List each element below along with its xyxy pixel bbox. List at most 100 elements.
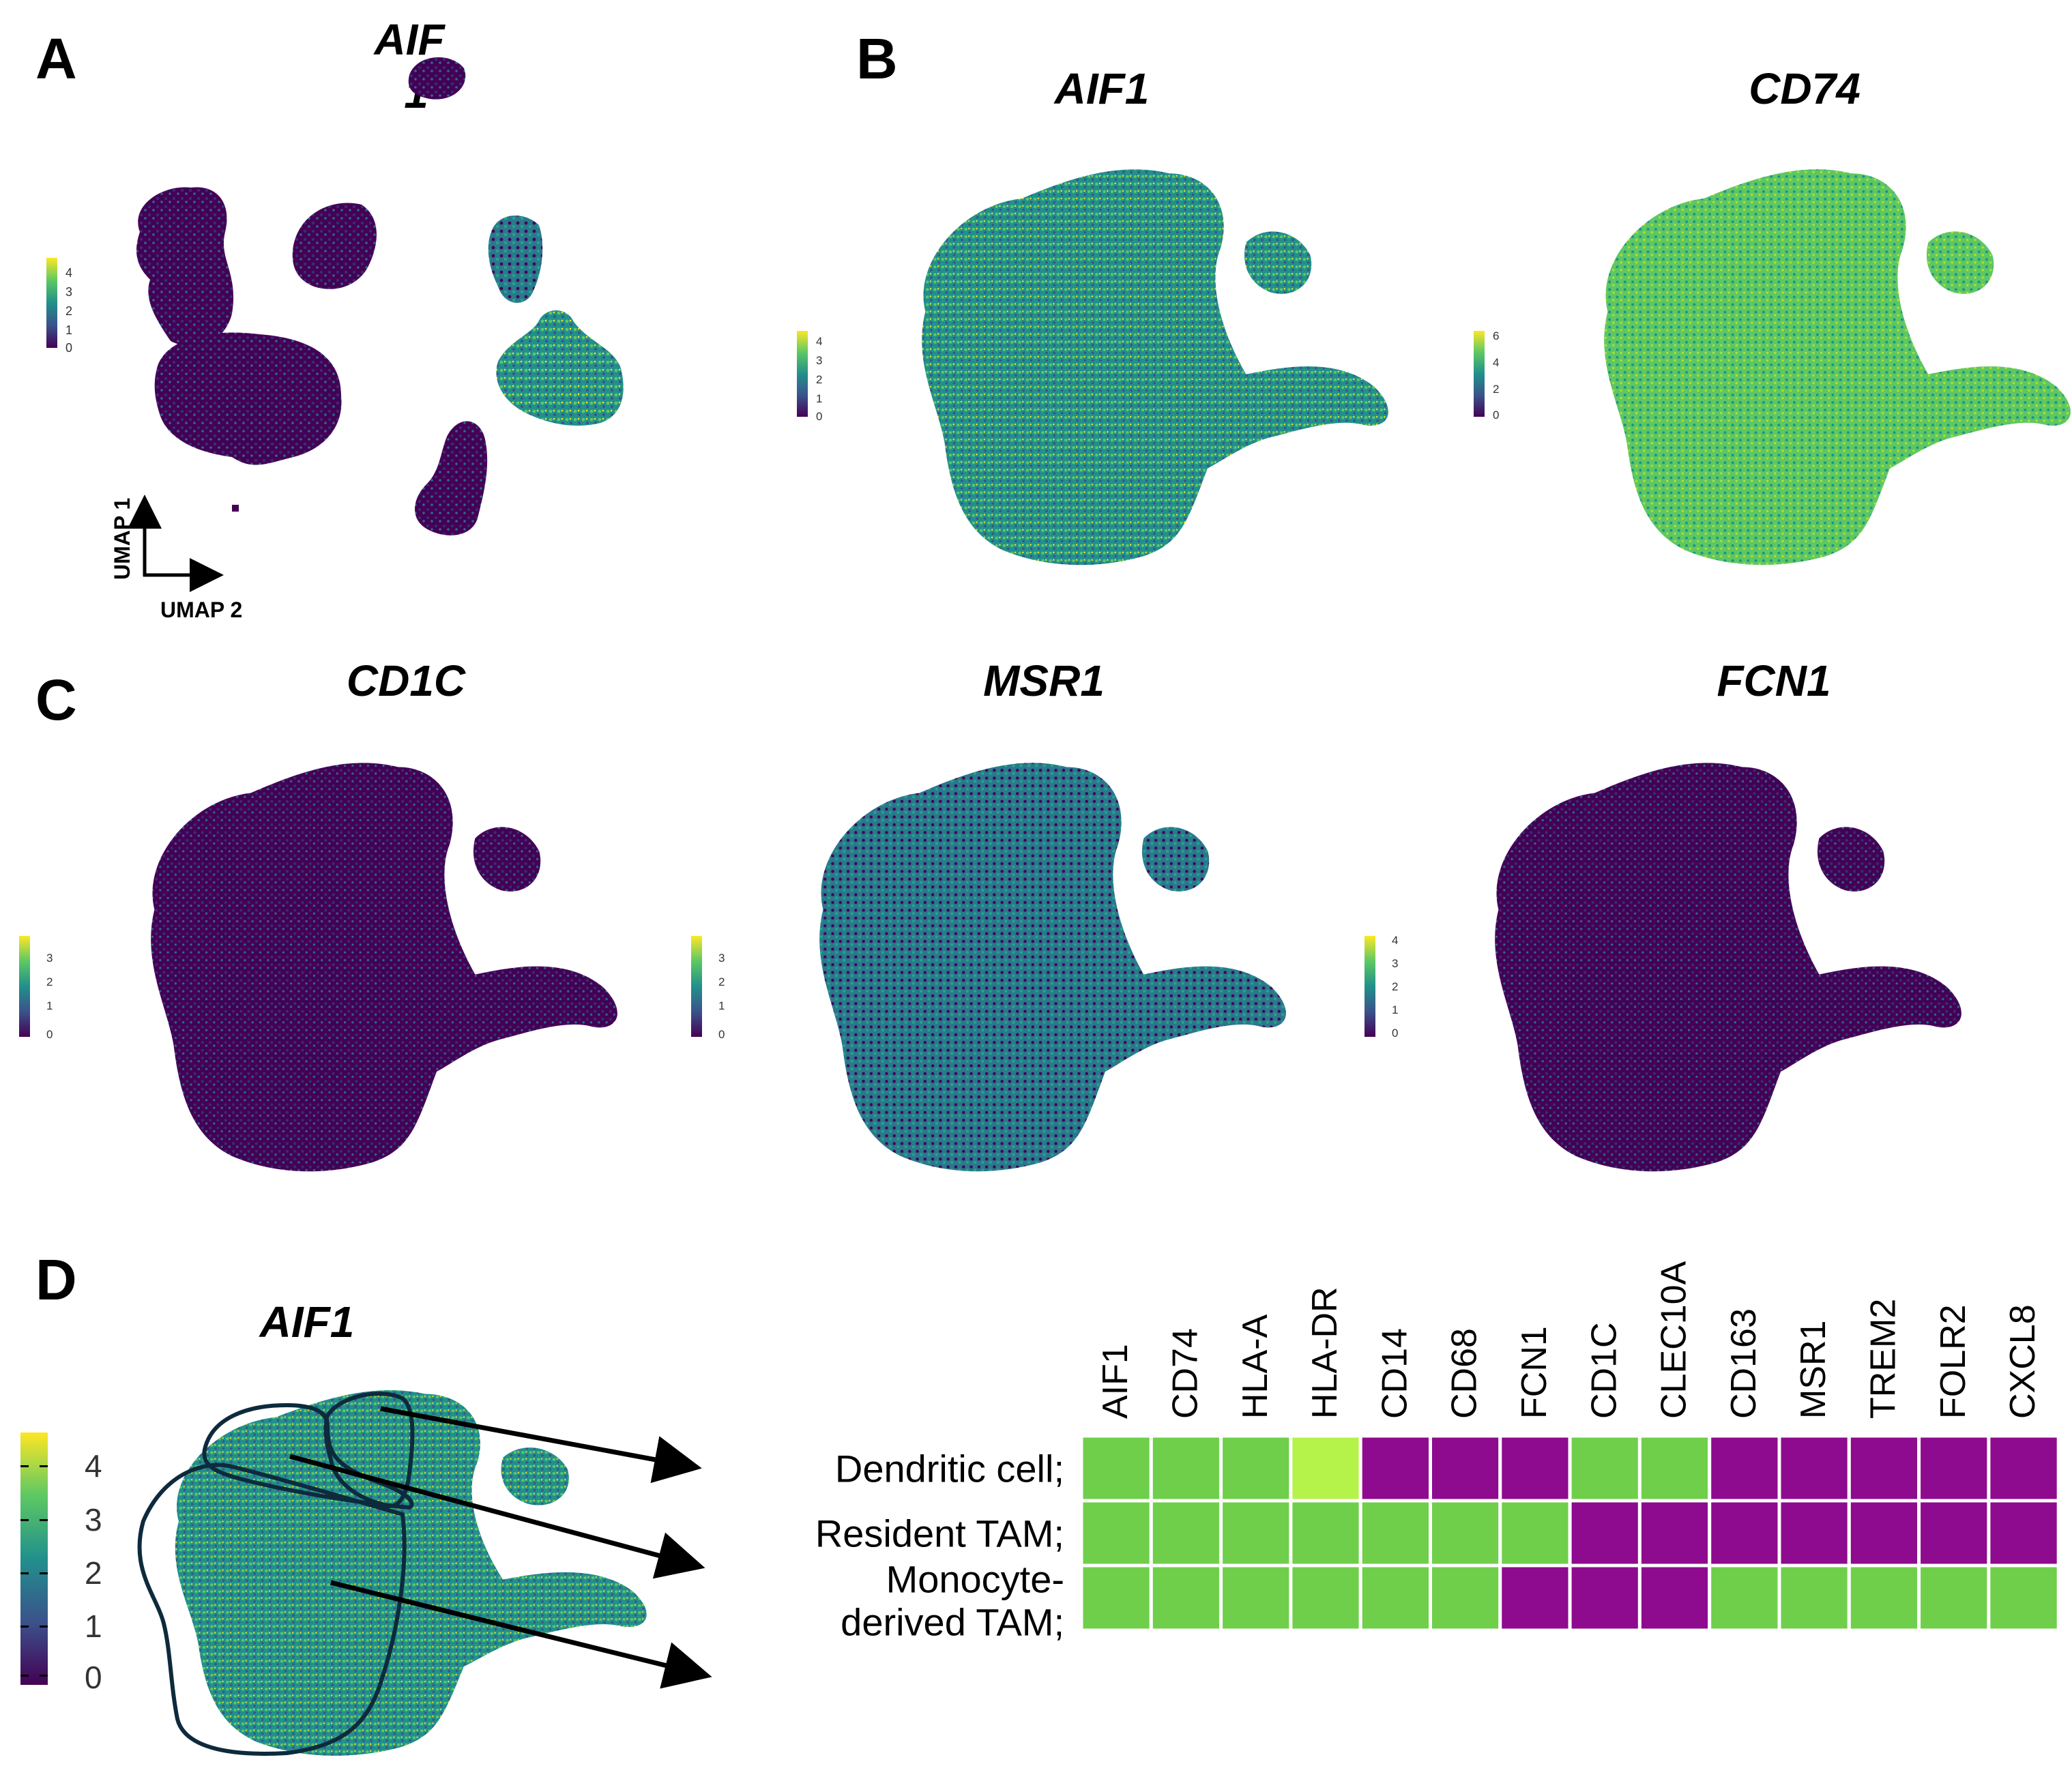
legend-tick: 3	[718, 952, 725, 965]
heatmap-cell	[1708, 1434, 1781, 1503]
colorbar	[19, 936, 30, 1037]
legend-tick: 2	[816, 373, 822, 386]
legend-tick: 0	[46, 1028, 53, 1041]
umap-axes: UMAP 1 UMAP 2	[110, 495, 242, 622]
heatmap-cell	[1079, 1434, 1153, 1503]
gene-label: FOLR2	[1934, 1304, 1973, 1419]
panel-label-c: C	[35, 668, 77, 732]
panel-d-legend-tick: 1	[85, 1608, 102, 1644]
heatmap-cell	[1637, 1499, 1712, 1568]
heatmap-cell	[1289, 1434, 1362, 1503]
panel-b-plot-aif1: AIF1 4 3 2 1 0	[797, 64, 1388, 565]
heatmap-cell	[1987, 1434, 2060, 1503]
gene-label: HLA-DR	[1305, 1287, 1345, 1419]
gene-label: HLA-A	[1236, 1314, 1275, 1419]
panel-d: D AIF1 4 3 2 1 0	[20, 1248, 2060, 1756]
legend-tick: 1	[46, 999, 53, 1012]
plot-title: AIF1	[1053, 64, 1150, 113]
umap-scatter	[1604, 169, 2071, 565]
panel-d-legend-tick: 0	[85, 1660, 102, 1695]
heatmap-cell	[1847, 1499, 1921, 1568]
plot-title: MSR1	[983, 656, 1105, 705]
heatmap-cell	[1429, 1563, 1502, 1632]
heatmap-cell	[1777, 1434, 1851, 1503]
gene-label: CLEC10A	[1654, 1261, 1694, 1419]
panel-b: B AIF1 4 3 2 1 0 CD74 6 4 2 0	[797, 27, 2071, 565]
panel-d-colorbar	[20, 1432, 48, 1685]
heatmap-cell	[1847, 1563, 1921, 1632]
umap-scatter	[1495, 763, 1961, 1172]
gene-label: CD74	[1165, 1328, 1205, 1419]
panel-a-legend-tick: 1	[65, 323, 72, 337]
panel-a: A AIF 1 4 3 2 1 0 UMAP 1 UMAP 2	[35, 15, 624, 622]
heatmap-cell	[1289, 1499, 1362, 1568]
heatmap-cell	[1079, 1499, 1153, 1568]
heatmap-cell	[1777, 1563, 1851, 1632]
gene-label: CD68	[1445, 1328, 1485, 1419]
umap-scatter	[819, 763, 1286, 1172]
panel-b-plot-cd74: CD74 6 4 2 0	[1474, 64, 2071, 565]
umap-2-label: UMAP 2	[160, 598, 242, 622]
legend-tick: 4	[1392, 934, 1398, 947]
heatmap-cell	[1219, 1499, 1293, 1568]
plot-title: FCN1	[1717, 656, 1830, 705]
heatmap-cell	[1637, 1563, 1712, 1632]
colorbar	[797, 331, 808, 417]
heatmap-cell	[1917, 1434, 1991, 1503]
heatmap-cell	[1219, 1434, 1293, 1503]
panel-d-legend-tick: 3	[85, 1502, 102, 1538]
heatmap-cell	[1358, 1434, 1432, 1503]
legend-tick: 0	[718, 1028, 725, 1041]
legend-tick: 2	[1493, 383, 1499, 396]
gene-label: CD1C	[1584, 1322, 1624, 1419]
plot-title: CD1C	[347, 656, 466, 705]
legend-tick: 2	[1392, 980, 1398, 993]
heatmap-cell	[1568, 1563, 1641, 1632]
panel-a-colorbar	[46, 258, 57, 348]
cluster-outlines	[137, 1392, 415, 1756]
panel-d-legend-tick: 2	[85, 1555, 102, 1591]
dendritic-cell-outline	[323, 1392, 415, 1508]
heatmap-cell	[1429, 1434, 1502, 1503]
heatmap-cell	[1429, 1499, 1502, 1568]
heatmap-cell	[1498, 1434, 1572, 1503]
monocyte-derived-tam-outline	[137, 1462, 407, 1756]
heatmap-cell	[1219, 1563, 1293, 1632]
panel-d-title: AIF1	[259, 1297, 355, 1347]
panel-label-a: A	[35, 27, 77, 91]
heatmap-cell	[1358, 1563, 1432, 1632]
arrow-monocyte	[330, 1580, 712, 1689]
panel-a-umap-clusters	[136, 57, 624, 535]
cell-type-label: Dendritic cell;	[835, 1447, 1064, 1490]
panel-c: C CD1C 3 2 1 0 MSR1 3 2 1 0	[19, 656, 1961, 1172]
colorbar	[1474, 331, 1485, 417]
legend-tick: 4	[816, 335, 822, 348]
panel-c-plot-cd1c: CD1C 3 2 1 0	[19, 656, 617, 1172]
heatmap-cell	[1358, 1499, 1432, 1568]
cell-type-label-line2: derived TAM;	[841, 1601, 1064, 1644]
heatmap-cell	[1149, 1563, 1223, 1632]
legend-tick: 3	[1392, 957, 1398, 970]
heatmap-cell	[1917, 1563, 1991, 1632]
heatmap-cell	[1079, 1563, 1153, 1632]
panel-a-legend-tick: 4	[65, 266, 72, 280]
panel-d-colorbar-ticks	[20, 1465, 48, 1677]
heatmap-cell	[1568, 1434, 1641, 1503]
legend-tick: 0	[1392, 1027, 1398, 1040]
heatmap-cell	[1637, 1434, 1712, 1503]
marker-heatmap: AIF1 CD74 HLA-A HLA-DR CD14 CD68 FCN1 CD1C CLEC1…	[815, 1261, 2060, 1644]
legend-tick: 0	[1493, 409, 1499, 422]
mapping-arrows	[289, 1406, 712, 1689]
legend-tick: 0	[816, 410, 822, 423]
cell-type-label: Resident TAM;	[815, 1512, 1064, 1555]
plot-title: CD74	[1749, 64, 1861, 113]
legend-tick: 6	[1493, 329, 1499, 342]
heatmap-cell	[1149, 1434, 1223, 1503]
panel-c-plot-msr1: MSR1 3 2 1 0	[691, 656, 1286, 1172]
panel-label-d: D	[35, 1248, 77, 1312]
heatmap-cell	[1498, 1563, 1572, 1632]
legend-tick: 4	[1493, 356, 1499, 369]
gene-label: AIF1	[1096, 1344, 1135, 1419]
colorbar	[1365, 936, 1375, 1037]
